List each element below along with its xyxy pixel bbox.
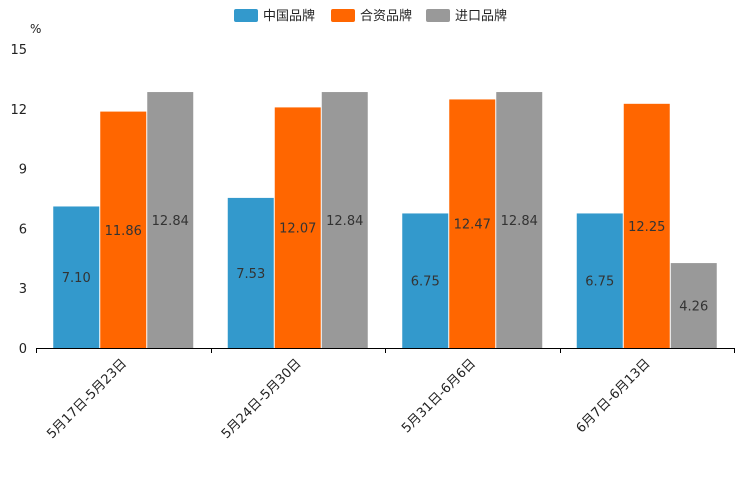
bar-2-2[interactable] [274, 107, 321, 348]
bar-3-2[interactable] [321, 92, 368, 348]
bar-3-3[interactable] [496, 92, 543, 348]
legend-label-1[interactable]: 中国品牌 [263, 8, 315, 24]
data-label-2-2: 12.07 [279, 222, 316, 237]
data-label-2-1: 11.86 [105, 224, 142, 239]
x-category-label-3: 5月31日-6月6日 [399, 356, 479, 436]
bar-2-4[interactable] [623, 103, 670, 348]
x-category-label-1: 5月17日-5月23日 [44, 356, 130, 442]
bars: 7.10 11.86 12.84 7.53 12.07 12.84 6.75 12.47 12.… [53, 92, 717, 348]
y-tick-label-15: 15 [10, 43, 27, 58]
bar-3-1[interactable] [147, 92, 194, 348]
data-label-3-2: 12.84 [326, 214, 363, 229]
data-label-1-4: 6.75 [585, 275, 614, 290]
bar-1-4[interactable] [576, 213, 623, 348]
x-axis: 5月17日-5月23日 5月24日-5月30日 5月31日-6月6日 6月7日-6月1… [36, 348, 735, 442]
bar-1-1[interactable] [53, 206, 100, 348]
legend-swatch-2[interactable] [331, 9, 355, 22]
bar-1-3[interactable] [402, 213, 449, 348]
y-tick-label-0: 0 [19, 342, 27, 357]
bar-1-2[interactable] [227, 197, 274, 348]
data-label-3-4: 4.26 [679, 300, 708, 315]
data-label-3-1: 12.84 [152, 214, 189, 229]
x-category-label-2: 5月24日-5月30日 [219, 356, 305, 442]
legend-label-3[interactable]: 进口品牌 [455, 8, 507, 24]
legend[interactable]: 中国品牌 合资品牌 进口品牌 [234, 8, 507, 24]
bar-2-1[interactable] [100, 111, 147, 348]
data-label-2-3: 12.47 [454, 218, 491, 233]
data-label-1-3: 6.75 [411, 275, 440, 290]
bar-3-4[interactable] [670, 263, 717, 348]
y-tick-label-9: 9 [19, 163, 27, 178]
x-category-label-4: 6月7日-6月13日 [574, 356, 654, 436]
legend-swatch-3[interactable] [426, 9, 450, 22]
y-tick-label-3: 3 [19, 282, 27, 297]
data-label-3-3: 12.84 [501, 214, 538, 229]
data-label-1-2: 7.53 [236, 267, 265, 282]
y-tick-label-12: 12 [10, 103, 27, 118]
y-tick-label-6: 6 [19, 222, 27, 237]
bar-2-3[interactable] [449, 99, 496, 348]
y-axis-unit-label: % [30, 22, 41, 36]
y-axis: 0 3 6 9 12 15 [10, 43, 27, 357]
legend-label-2[interactable]: 合资品牌 [360, 8, 412, 24]
data-label-1-1: 7.10 [62, 271, 91, 286]
legend-swatch-1[interactable] [234, 9, 258, 22]
data-label-2-4: 12.25 [628, 220, 665, 235]
